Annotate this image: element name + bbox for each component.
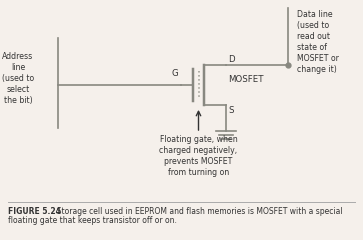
Text: Floating gate, when
charged negatively,
prevents MOSFET
from turning on: Floating gate, when charged negatively, … [159,135,237,177]
Text: floating gate that keeps transistor off or on.: floating gate that keeps transistor off … [8,216,177,225]
Text: FIGURE 5.24: FIGURE 5.24 [8,207,61,216]
Text: Storage cell used in EEPROM and flash memories is MOSFET with a special: Storage cell used in EEPROM and flash me… [52,207,343,216]
Text: G: G [171,69,178,78]
Text: Data line
(used to
read out
state of
MOSFET or
change it): Data line (used to read out state of MOS… [297,10,339,74]
Text: S: S [228,106,233,115]
Text: D: D [228,55,234,64]
Text: Address
line
(used to
select
the bit): Address line (used to select the bit) [2,52,34,105]
Text: MOSFET: MOSFET [228,75,264,84]
